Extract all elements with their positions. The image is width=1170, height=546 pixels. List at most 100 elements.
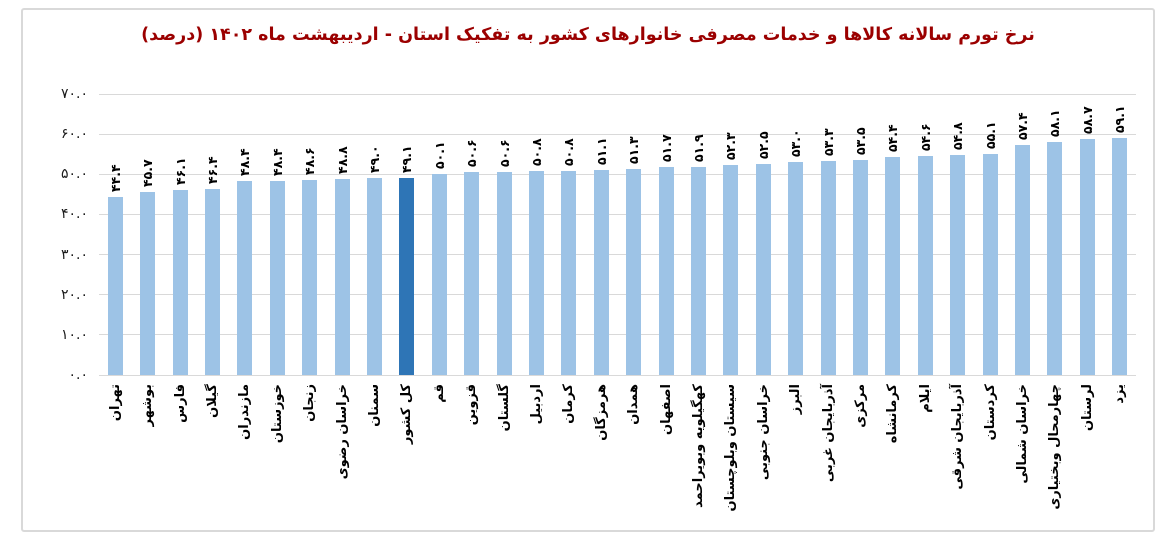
category-label: فارس	[172, 384, 188, 423]
bar	[691, 166, 707, 375]
value-label: ۴۶.۴	[204, 156, 220, 184]
y-axis-tick-label: ۵۰.۰	[60, 166, 88, 183]
value-label: ۵۰.۸	[528, 138, 544, 167]
bar	[755, 164, 771, 375]
gridline	[99, 334, 1136, 336]
value-label: ۵۰.۶	[464, 139, 480, 167]
category-label: کل کشور	[399, 384, 415, 445]
category-label: همدان	[626, 384, 642, 425]
bar	[885, 156, 901, 375]
value-label: ۵۹.۱	[1112, 105, 1128, 133]
bar	[464, 171, 480, 375]
bar	[1015, 144, 1031, 375]
category-label: تهران	[107, 384, 123, 422]
gridline	[99, 93, 1136, 95]
category-label: خراسان جنوبی	[755, 384, 771, 481]
bar	[593, 169, 609, 375]
value-label: ۵۳.۰	[788, 129, 804, 158]
bar	[723, 165, 739, 375]
y-axis: ۷۰.۰ ۶۰.۰ ۵۰.۰ ۴۰.۰ ۳۰.۰ ۲۰.۰ ۱۰.۰ ۰.۰	[23, 86, 90, 383]
bar	[366, 178, 382, 375]
gridline	[99, 213, 1136, 215]
category-label: گلستان	[496, 384, 512, 432]
value-label: ۴۸.۶	[302, 147, 318, 175]
category-label: بوشهر	[140, 384, 156, 427]
value-label: ۵۰.۱	[431, 141, 447, 169]
bar	[1047, 141, 1063, 375]
value-label: ۵۷.۴	[1015, 111, 1031, 140]
category-label: آذربایجان شرقی	[950, 384, 966, 490]
category-label: کرمانشاه	[885, 384, 901, 444]
category-label: خراسان رضوی	[334, 384, 350, 480]
bar	[496, 171, 512, 375]
bar	[172, 189, 188, 375]
bar	[140, 191, 156, 375]
value-label: ۵۸.۱	[1047, 109, 1063, 137]
bar	[626, 169, 642, 375]
category-label: آذربایجان غربی	[820, 384, 836, 483]
plot-area: ۴۴.۴ ۴۵.۷ ۴۶.۱ ۴۶.۴ ۴۸.۴ ۴۸.۴ ۴۸.۶ ۴۸.۸ ۴۹.۰ ۴۹.۱…	[99, 93, 1136, 376]
value-label: ۵۰.۶	[496, 139, 512, 167]
category-label: قزوین	[464, 384, 480, 426]
bar	[269, 180, 285, 375]
bar	[561, 171, 577, 375]
value-label: ۵۳.۵	[853, 127, 869, 156]
y-axis-tick-label: ۴۰.۰	[60, 206, 88, 223]
value-label: ۵۴.۶	[917, 123, 933, 151]
category-label: سمنان	[366, 384, 382, 427]
bar	[399, 177, 415, 375]
category-label: ایلام	[917, 384, 933, 413]
value-label: ۵۲.۵	[755, 131, 771, 160]
category-label: خراسان شمالی	[1015, 384, 1031, 484]
y-axis-tick-label: ۰.۰	[68, 367, 89, 383]
category-label: کهگیلویه وبویراحمد	[691, 384, 707, 508]
category-label: اردبیل	[528, 384, 544, 425]
value-label: ۵۰.۸	[561, 138, 577, 167]
y-axis-tick-label: ۲۰.۰	[60, 286, 88, 303]
category-label: کرمان	[561, 384, 577, 424]
y-axis-tick-label: ۱۰.۰	[60, 326, 88, 343]
bar	[820, 161, 836, 375]
bar	[853, 160, 869, 375]
y-axis-tick-label: ۳۰.۰	[60, 246, 88, 263]
value-label: ۵۴.۴	[885, 123, 901, 152]
y-axis-tick-label: ۶۰.۰	[60, 126, 88, 143]
value-label: ۵۸.۷	[1079, 106, 1095, 135]
gridline	[99, 254, 1136, 256]
gridline	[99, 133, 1136, 135]
value-label: ۵۵.۱	[982, 121, 998, 149]
gridline	[99, 294, 1136, 296]
category-label: یزد	[1112, 384, 1128, 404]
bar	[237, 180, 253, 375]
value-label: ۵۱.۷	[658, 134, 674, 163]
bar	[334, 179, 350, 375]
y-axis-tick-label: ۷۰.۰	[60, 86, 88, 102]
gridline	[99, 374, 1136, 376]
bar	[982, 153, 998, 375]
category-label: قم	[431, 384, 447, 403]
category-label: البرز	[788, 384, 804, 415]
bar	[1079, 139, 1095, 375]
value-label: ۵۱.۳	[626, 136, 642, 165]
bar	[302, 179, 318, 375]
bar	[431, 173, 447, 375]
bar	[528, 171, 544, 375]
category-label: زنجان	[302, 384, 318, 422]
category-label: گیلان	[204, 384, 220, 418]
value-label: ۵۲.۳	[723, 132, 739, 161]
value-label: ۴۸.۴	[237, 148, 253, 176]
category-label: مازندران	[237, 384, 253, 440]
value-label: ۴۴.۴	[107, 164, 123, 192]
category-label: اصفهان	[658, 384, 674, 435]
value-label: ۴۸.۸	[334, 146, 350, 175]
chart-title: نرخ تورم سالانه کالاها و خدمات مصرفی خان…	[141, 25, 1035, 45]
value-label: ۴۶.۱	[172, 157, 188, 185]
category-label: هرمزگان	[593, 384, 609, 441]
bar	[1112, 137, 1128, 375]
value-label: ۵۱.۱	[593, 137, 609, 165]
value-label: ۴۸.۴	[269, 148, 285, 176]
bar	[950, 155, 966, 375]
bar	[107, 196, 123, 375]
category-label: خوزستان	[269, 384, 285, 444]
